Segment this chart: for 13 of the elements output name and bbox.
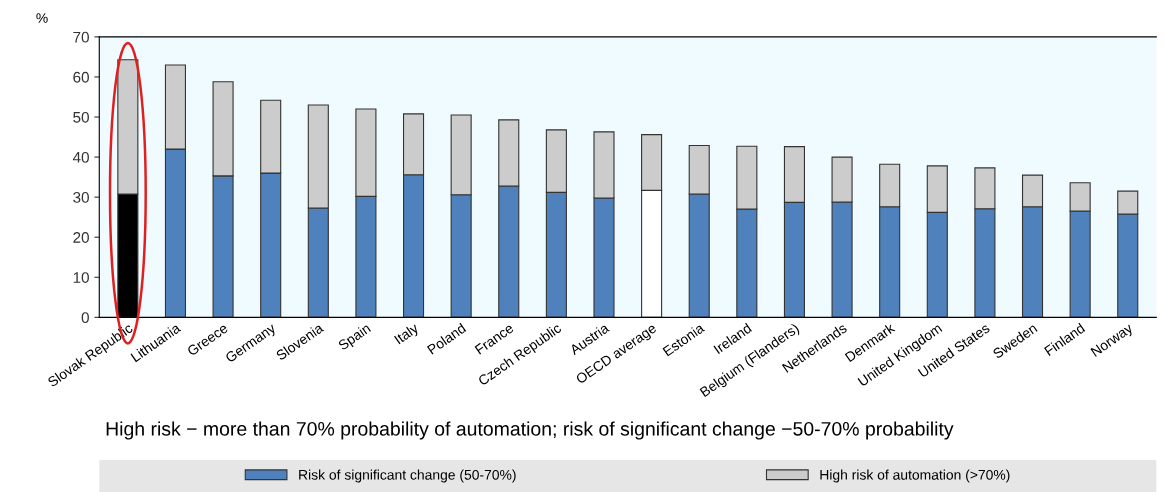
x-tick-label: Italy <box>393 322 421 347</box>
y-axis-title: % <box>36 13 48 23</box>
y-tick-label: 50 <box>73 111 89 123</box>
y-tick-label: 20 <box>73 232 89 243</box>
y-tick-label: 0 <box>81 312 89 324</box>
y-tick-label: 30 <box>73 192 89 203</box>
legend-label: High risk of automation (>70%) <box>820 469 1010 483</box>
text: High risk − more than 70% probability of automation; risk of significant change −50-70% probability <box>106 421 954 440</box>
y-tick-label: 10 <box>73 272 89 283</box>
y-tick-label: 70 <box>73 31 89 43</box>
legend-label: Risk of significant change (50-70%) <box>299 469 516 483</box>
y-tick-label: 40 <box>72 151 89 163</box>
y-tick-label: 60 <box>73 71 89 83</box>
